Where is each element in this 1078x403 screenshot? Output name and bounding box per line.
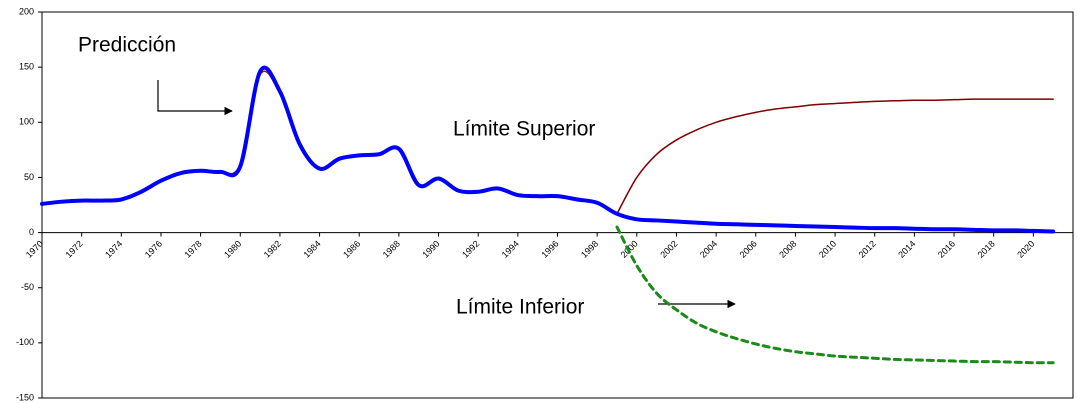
x-tick-label: 1994 <box>500 239 521 260</box>
y-tick-label: 100 <box>19 117 34 127</box>
x-tick-label: 2016 <box>936 239 957 260</box>
arrow <box>157 80 233 116</box>
x-tick-label: 2020 <box>1015 239 1036 260</box>
x-tick-label: 1996 <box>539 239 560 260</box>
series-line <box>41 70 618 215</box>
x-tick-label: 1980 <box>222 239 243 260</box>
y-tick-label: 150 <box>19 62 34 72</box>
y-tick-label: -150 <box>16 392 34 402</box>
x-tick-label: 1974 <box>103 239 124 260</box>
x-tick-label: 1982 <box>262 239 283 260</box>
series-line <box>40 65 1056 234</box>
series-line <box>616 98 1054 215</box>
annotation: Límite Superior <box>453 118 595 141</box>
x-tick-label: 1986 <box>341 239 362 260</box>
x-tick-label: 2008 <box>777 239 798 260</box>
y-tick-label: 200 <box>19 6 34 16</box>
y-tick-label: 0 <box>29 227 34 237</box>
x-tick-label: 2014 <box>896 239 917 260</box>
x-tick-label: 1988 <box>381 239 402 260</box>
x-tick-label: 2018 <box>976 239 997 260</box>
x-tick-label: 1984 <box>301 239 322 260</box>
x-tick-label: 2010 <box>817 239 838 260</box>
y-tick-label: -100 <box>16 337 34 347</box>
x-tick-label: 1998 <box>579 239 600 260</box>
x-tick-label: 1978 <box>182 239 203 260</box>
x-tick-label: 2012 <box>857 239 878 260</box>
series-line <box>615 225 1055 365</box>
x-tick-label: 1976 <box>143 239 164 260</box>
x-tick-label: 2006 <box>738 239 759 260</box>
y-tick-label: -50 <box>21 282 34 292</box>
plot-frame <box>41 11 1074 399</box>
y-tick-label: 50 <box>24 172 34 182</box>
x-tick-label: 2004 <box>698 239 719 260</box>
x-tick-label: 1972 <box>64 239 85 260</box>
x-tick-label: 2002 <box>658 239 679 260</box>
x-tick-label: 1992 <box>460 239 481 260</box>
annotation: Predicción <box>78 34 176 57</box>
x-tick-label: 1990 <box>420 239 441 260</box>
annotation: Límite Inferior <box>456 296 584 319</box>
